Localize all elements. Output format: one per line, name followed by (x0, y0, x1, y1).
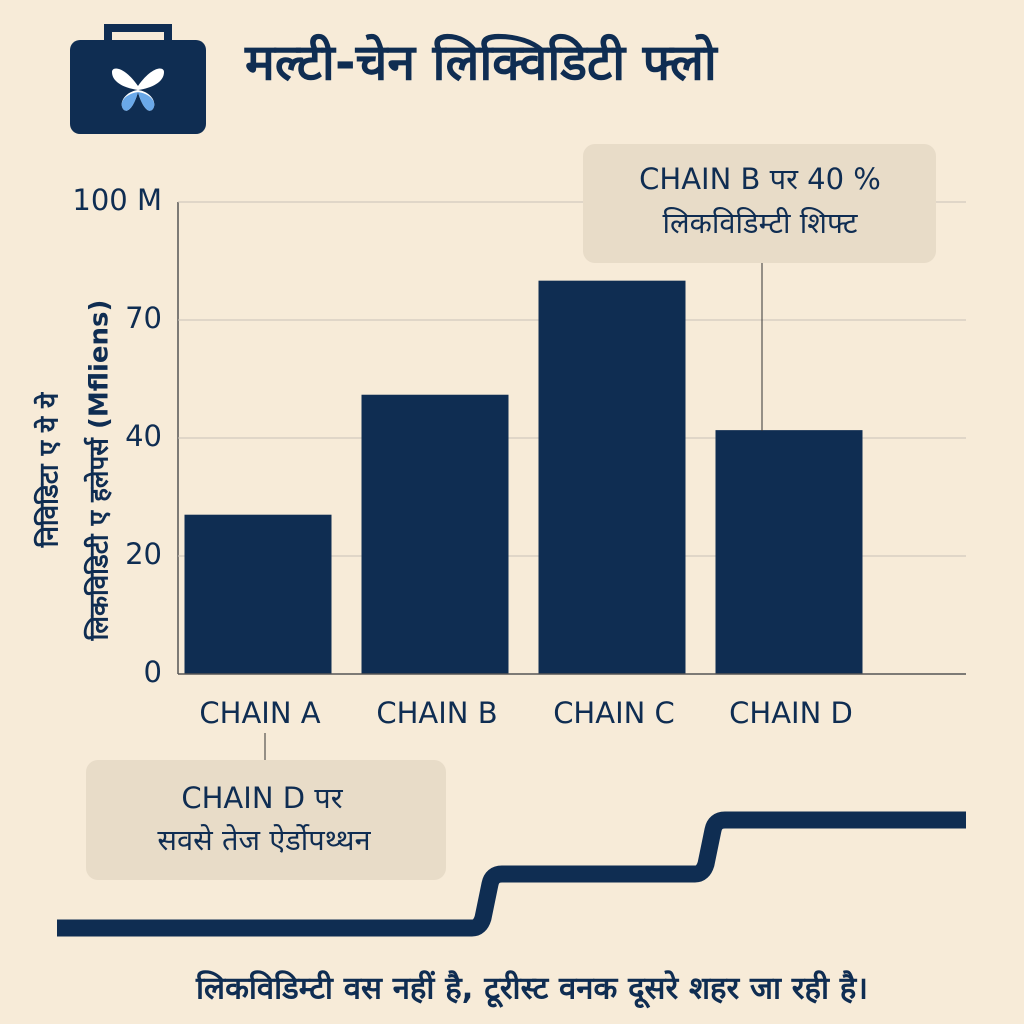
bar (361, 394, 509, 674)
annotation-text: लिकविडिम्टी शिफ्ट (662, 206, 858, 240)
x-tick-label: CHAIN B (376, 696, 497, 730)
briefcase-icon (70, 24, 206, 134)
annotation-text: CHAIN B पर 40 % (639, 162, 881, 196)
caption: लिकविडिम्टी वस नहीं है, टूरीस्ट वनक दूसर… (195, 970, 868, 1009)
annotation-text: CHAIN D पर (181, 781, 343, 815)
bar (538, 280, 686, 674)
annotation-box (583, 144, 936, 263)
x-tick-label: CHAIN D (729, 696, 853, 730)
annotation-text: सवसे तेज ऐर्डोपथ्थन (157, 823, 371, 857)
x-tick-label: CHAIN A (199, 696, 320, 730)
y-tick-label: 0 (144, 655, 162, 689)
y-axis-label-line: लिकविडिटी ए हलेपर्स (Mfliens) (84, 300, 115, 642)
y-axis-label-line: निविडिटा ए ये ये (34, 392, 65, 548)
y-axis-label: निविडिटा ए ये ये लिकविडिटी ए हलेपर्स (Mf… (34, 300, 115, 642)
bar (184, 514, 332, 674)
chart-title: मल्टी-चेन लिक्विडिटी फ्लो (244, 34, 719, 92)
y-tick-label: 40 (125, 419, 162, 453)
x-tick-label: CHAIN C (553, 696, 675, 730)
annotation-box (86, 760, 446, 880)
y-tick-label: 20 (125, 537, 162, 571)
y-tick-label: 70 (125, 301, 162, 335)
step-line (57, 811, 966, 937)
y-tick-label: 100 M (72, 183, 162, 217)
plot: 0 20 40 70 100 M CHAIN A CHAIN B CHAIN C CHAIN D (72, 183, 966, 730)
bar (715, 430, 863, 674)
